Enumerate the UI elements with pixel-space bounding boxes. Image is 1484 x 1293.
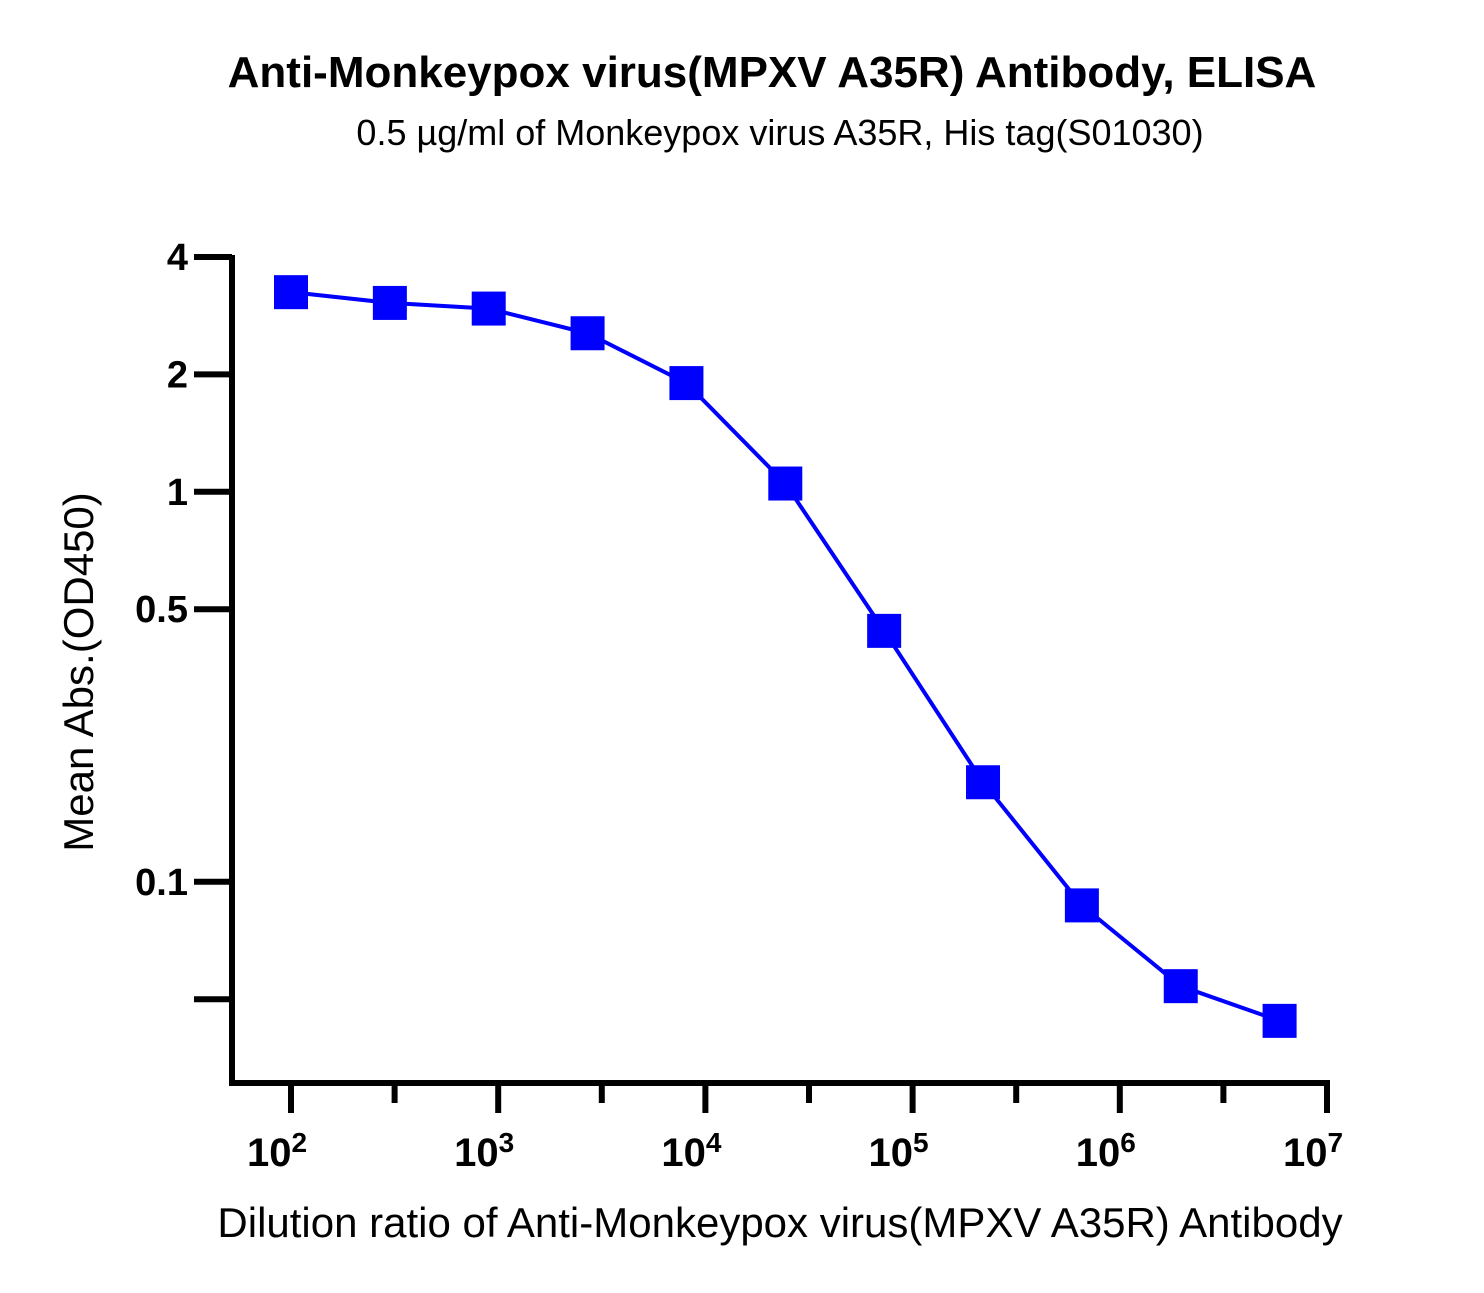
x-tick-label: 106 [1076,1127,1136,1175]
x-tick-exponent: 3 [499,1127,515,1158]
x-tick-label: 107 [1283,1127,1343,1175]
data-point [1163,969,1198,1004]
x-tick-label: 105 [869,1127,929,1175]
axes: 4 2 1 0.5 0.1 102 103 104 105 106 107 [135,237,1343,1175]
y-axis-label: Mean Abs.(OD450) [55,492,102,852]
data-point [471,291,506,326]
data-point [768,466,803,501]
y-tick-label: 4 [167,237,188,279]
data-point [669,366,704,401]
y-tick-label: 0.1 [135,862,188,904]
data-point [1064,888,1099,923]
x-tick-exponent: 5 [913,1127,929,1158]
data-point [274,275,308,310]
y-tick-label: 1 [167,472,188,514]
x-tick-exponent: 6 [1120,1127,1136,1158]
x-axis-label: Dilution ratio of Anti-Monkeypox virus(M… [217,1199,1342,1246]
x-tick-label: 104 [661,1127,722,1175]
x-tick-exponent: 7 [1327,1127,1343,1158]
chart-subtitle: 0.5 µg/ml of Monkeypox virus A35R, His t… [356,112,1204,153]
x-tick-label: 102 [247,1127,307,1175]
data-point [372,285,407,320]
series-layer [274,275,1297,1038]
y-tick-label: 0.5 [135,589,188,631]
x-tick-exponent: 2 [291,1127,307,1158]
data-point [570,316,605,351]
data-point [867,613,902,648]
x-tick-exponent: 4 [706,1127,722,1158]
series-line [290,290,1281,1023]
data-point [1262,1003,1297,1038]
chart-title: Anti-Monkeypox virus(MPXV A35R) Antibody… [227,48,1317,97]
y-tick-label: 2 [167,354,188,396]
x-tick-label: 103 [454,1127,514,1175]
data-point [966,765,1001,800]
